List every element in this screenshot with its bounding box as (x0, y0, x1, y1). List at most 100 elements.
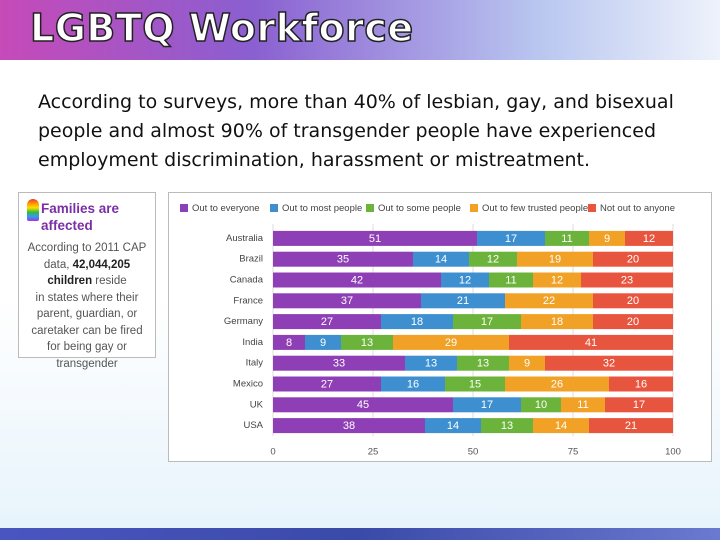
bar-segment (589, 230, 625, 246)
bar-segment (509, 355, 545, 371)
text: for being gay or (47, 341, 127, 353)
text: reside (92, 275, 127, 287)
body-text: According to surveys, more than 40% of l… (38, 91, 674, 171)
sidebar-line: children reside (19, 273, 155, 290)
data-label: 18 (411, 316, 423, 328)
sidebar-line: transgender (19, 356, 155, 373)
text: data, (43, 258, 73, 271)
bar-segment (521, 314, 593, 330)
bar-segment (469, 251, 517, 267)
y-tick-label: Italy (246, 358, 264, 369)
bar-segment (533, 418, 589, 434)
x-tick-label: 50 (468, 447, 479, 458)
data-label: 41 (585, 337, 597, 349)
bar-segment (589, 418, 673, 434)
data-label: 21 (457, 295, 469, 307)
data-label: 23 (621, 274, 633, 286)
data-label: 17 (481, 316, 493, 328)
sidebar-line: data, 42,044,205 (19, 257, 155, 274)
data-label: 11 (561, 233, 572, 245)
data-label: 37 (341, 295, 353, 307)
data-label: 19 (549, 254, 561, 266)
data-label: 12 (551, 274, 563, 286)
data-label: 8 (286, 337, 292, 349)
data-label: 42 (351, 274, 363, 286)
bar-segment (561, 397, 605, 413)
data-label: 13 (361, 337, 373, 349)
y-tick-label: Australia (226, 233, 264, 244)
bar-segment (273, 397, 453, 413)
bar-segment (593, 314, 673, 330)
bar-segment (505, 376, 609, 392)
data-label: 26 (551, 378, 563, 390)
data-label: 29 (445, 337, 457, 349)
highlight: children (47, 275, 93, 287)
data-label: 18 (551, 316, 563, 328)
data-label: 27 (321, 316, 333, 328)
chart: Out to everyone Out to most people Out to … (168, 192, 712, 462)
bar-segment (581, 272, 673, 288)
bar-segment (273, 376, 381, 392)
data-label: 14 (555, 420, 567, 432)
data-label: 12 (459, 274, 471, 286)
bar-segment (421, 293, 505, 309)
x-tick-label: 0 (270, 447, 275, 458)
bar-segment (441, 272, 489, 288)
bar-segment (381, 376, 445, 392)
data-label: 11 (505, 274, 516, 286)
data-label: 11 (577, 399, 588, 411)
bar-segment (609, 376, 673, 392)
bar-segment (273, 314, 381, 330)
legend-label: Not out to anyone (600, 203, 675, 214)
data-label: 33 (333, 358, 345, 370)
bar-segment (273, 418, 425, 434)
data-label: 17 (481, 399, 493, 411)
data-label: 35 (337, 254, 349, 266)
bar-segment (273, 334, 305, 350)
highlight: 42,044,205 (72, 258, 131, 271)
x-tick-label: 100 (665, 447, 681, 458)
text: parent, guardian, or (36, 308, 138, 320)
bar-segment (273, 293, 421, 309)
data-label: 15 (469, 378, 481, 390)
y-tick-label: Canada (230, 275, 264, 286)
x-tick-label: 25 (368, 447, 379, 458)
bar-segment (545, 230, 589, 246)
y-tick-label: UK (250, 399, 264, 410)
legend-swatch (270, 204, 278, 212)
sidebar-line: parent, guardian, or (19, 306, 155, 323)
bar-segment (593, 251, 673, 267)
bar-segment (413, 251, 469, 267)
bar-segment (453, 314, 521, 330)
bar-segment (273, 272, 441, 288)
bar-segment (305, 334, 341, 350)
text: According to 2011 CAP (27, 242, 147, 254)
bar-segment (545, 355, 673, 371)
sidebar-line: According to 2011 CAP (19, 240, 155, 257)
bar-segment (593, 293, 673, 309)
data-label: 9 (604, 233, 610, 245)
bar-segment (381, 314, 453, 330)
slide-title: LGBTQ Workforce (29, 5, 414, 51)
data-label: 45 (357, 399, 369, 411)
bar-segment (625, 230, 673, 246)
bar-segment (273, 230, 477, 246)
x-tick-label: 75 (568, 447, 579, 458)
bar-segment (457, 355, 509, 371)
data-label: 17 (633, 399, 645, 411)
text: transgender (56, 357, 118, 370)
data-label: 20 (627, 316, 639, 328)
bar-segment (477, 230, 545, 246)
legend-label: Out to few trusted people (482, 203, 588, 214)
legend-swatch (470, 204, 478, 212)
legend-label: Out to most people (282, 203, 362, 214)
sidebar-line: for being gay or (19, 339, 155, 356)
data-label: 20 (627, 295, 639, 307)
data-label: 27 (321, 378, 333, 390)
text: in states where their (35, 291, 139, 304)
bar-segment (273, 251, 413, 267)
data-label: 14 (447, 420, 459, 432)
data-label: 32 (603, 358, 615, 370)
bar-segment (453, 397, 521, 413)
data-label: 12 (487, 254, 499, 266)
